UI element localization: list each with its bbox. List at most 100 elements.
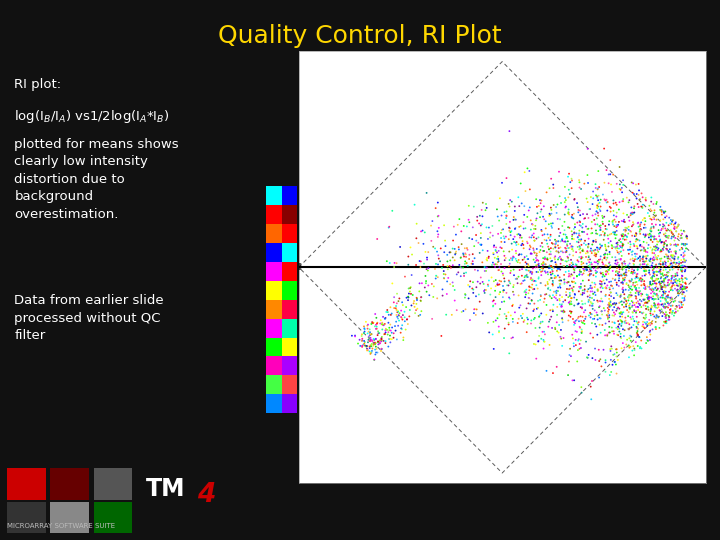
Point: [506, 197, 518, 206]
Point: [421, 287, 433, 296]
Point: [613, 299, 625, 307]
Point: [466, 259, 477, 268]
Point: [574, 242, 585, 251]
Point: [670, 240, 681, 249]
Point: [620, 262, 631, 271]
Point: [582, 240, 594, 248]
Point: [539, 338, 550, 346]
Point: [561, 262, 572, 271]
Point: [419, 283, 431, 292]
Point: [470, 292, 482, 301]
Point: [616, 238, 627, 247]
Point: [655, 273, 667, 281]
Point: [658, 207, 670, 216]
Point: [644, 321, 656, 329]
Point: [428, 282, 440, 291]
Point: [654, 287, 665, 295]
Point: [493, 322, 505, 331]
Point: [624, 217, 635, 225]
Point: [366, 320, 377, 328]
Point: [645, 311, 657, 320]
Point: [676, 303, 688, 312]
Point: [629, 202, 640, 211]
Point: [603, 269, 614, 278]
Point: [616, 184, 628, 192]
Point: [665, 301, 677, 310]
Point: [611, 369, 622, 378]
Point: [660, 313, 671, 321]
Point: [544, 315, 556, 324]
Point: [631, 329, 643, 338]
Point: [377, 319, 388, 327]
Point: [618, 209, 629, 218]
Point: [400, 303, 412, 312]
Point: [654, 247, 666, 256]
Point: [543, 264, 554, 273]
Point: [541, 301, 552, 309]
Point: [621, 224, 633, 233]
Point: [661, 241, 672, 250]
Point: [376, 333, 387, 341]
Point: [577, 288, 588, 297]
Point: [650, 244, 662, 252]
Point: [661, 298, 672, 307]
Point: [626, 282, 637, 291]
Point: [585, 244, 597, 253]
Point: [528, 236, 540, 245]
Point: [516, 279, 527, 288]
Point: [574, 322, 585, 331]
Point: [564, 291, 575, 299]
Point: [568, 274, 580, 282]
Point: [642, 336, 654, 345]
Point: [628, 240, 639, 248]
Point: [528, 247, 540, 256]
Point: [363, 335, 374, 344]
Point: [423, 248, 434, 256]
Point: [381, 257, 392, 266]
Point: [555, 247, 567, 255]
Point: [505, 231, 516, 240]
Point: [551, 247, 562, 255]
Point: [636, 309, 648, 318]
Point: [679, 296, 690, 305]
Point: [675, 285, 686, 293]
Point: [646, 223, 657, 232]
Point: [590, 246, 601, 254]
Point: [660, 295, 672, 304]
Point: [538, 345, 549, 353]
Point: [586, 294, 598, 302]
Point: [520, 290, 531, 299]
Point: [597, 297, 608, 306]
Point: [654, 206, 666, 214]
Point: [603, 234, 614, 243]
Point: [626, 210, 637, 218]
Point: [354, 342, 366, 350]
Point: [526, 220, 538, 228]
Point: [560, 244, 572, 253]
Point: [594, 302, 606, 310]
Point: [526, 296, 538, 305]
Point: [602, 303, 613, 312]
Point: [413, 239, 424, 247]
Point: [495, 305, 506, 313]
Point: [617, 284, 629, 292]
Point: [621, 280, 632, 288]
Point: [608, 299, 619, 308]
Point: [415, 227, 427, 236]
Point: [508, 252, 519, 261]
Point: [607, 217, 618, 226]
Point: [518, 288, 530, 296]
Point: [642, 295, 654, 303]
Point: [559, 194, 571, 202]
Point: [508, 253, 519, 261]
Point: [670, 296, 681, 305]
Point: [456, 227, 467, 235]
Point: [585, 264, 597, 273]
Point: [600, 284, 611, 292]
Point: [647, 275, 658, 284]
Point: [503, 247, 515, 256]
Point: [375, 336, 387, 345]
Point: [580, 312, 592, 321]
Point: [569, 290, 580, 299]
Point: [598, 271, 609, 279]
